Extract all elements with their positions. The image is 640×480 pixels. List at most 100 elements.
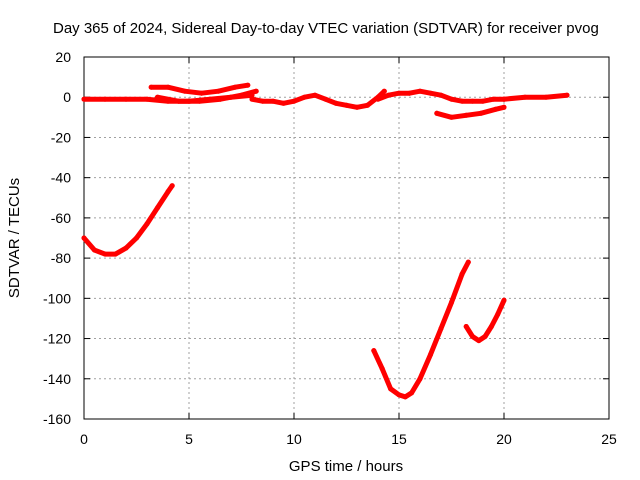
data-point — [407, 90, 412, 96]
data-point — [155, 94, 160, 100]
data-point — [165, 84, 171, 90]
data-point — [371, 348, 377, 354]
y-tick-label: -40 — [51, 170, 71, 186]
y-tick-label: 0 — [63, 89, 71, 105]
data-point — [417, 376, 423, 382]
data-point — [253, 88, 259, 94]
data-point — [449, 96, 454, 102]
data-point — [249, 96, 255, 102]
data-point — [501, 96, 507, 102]
data-point — [176, 98, 181, 104]
data-point — [543, 94, 549, 100]
data-point — [218, 96, 223, 102]
data-point — [148, 84, 154, 90]
data-point — [488, 324, 494, 329]
data-point — [402, 394, 408, 400]
data-point — [493, 106, 499, 112]
x-tick-label: 15 — [391, 431, 407, 447]
data-point — [396, 392, 402, 398]
data-point — [428, 90, 433, 96]
data-point — [199, 90, 205, 96]
series-line-arc-1 — [81, 183, 175, 257]
y-tick-label: -80 — [51, 250, 71, 266]
x-tick-label: 0 — [80, 431, 88, 447]
data-point — [386, 92, 391, 98]
data-point — [396, 90, 402, 96]
data-point — [438, 326, 444, 331]
data-point — [215, 88, 221, 94]
data-point — [476, 338, 482, 344]
data-point — [379, 366, 385, 372]
data-point — [463, 112, 469, 118]
data-point — [463, 324, 469, 329]
data-point — [182, 88, 188, 94]
axis-ticks: 0 5 10 15 20 25 20 0 -20 -40 -60 -80 -100 -120 -140 -16… — [43, 49, 617, 447]
y-tick-label: -60 — [51, 210, 71, 226]
data-point — [165, 189, 171, 195]
data-point — [428, 352, 433, 358]
data-point — [323, 96, 328, 102]
data-point — [501, 104, 507, 110]
data-point — [482, 334, 488, 339]
data-series — [81, 82, 570, 400]
data-point — [123, 96, 129, 102]
data-point — [491, 96, 496, 102]
data-point — [388, 386, 394, 392]
data-point — [281, 100, 286, 106]
data-point — [232, 84, 238, 90]
x-tick-label: 25 — [601, 431, 617, 447]
y-tick-label: -140 — [43, 371, 71, 387]
data-point — [102, 96, 108, 102]
grid-lines — [84, 57, 609, 419]
data-point — [354, 104, 360, 110]
data-point — [81, 96, 87, 102]
data-point — [438, 92, 444, 98]
series-line-arc-2 — [371, 259, 471, 400]
data-point — [470, 98, 475, 104]
data-point — [434, 110, 440, 116]
data-point — [480, 98, 486, 104]
data-point — [155, 205, 160, 211]
data-point — [134, 235, 139, 241]
data-point — [102, 251, 108, 257]
data-point — [459, 98, 465, 104]
y-tick-label: -100 — [43, 290, 71, 306]
plot-frame — [83, 56, 610, 420]
chart-title: Day 365 of 2024, Sidereal Day-to-day VTE… — [53, 20, 599, 37]
data-point — [312, 92, 318, 98]
y-tick-label: -160 — [43, 411, 71, 427]
data-point — [92, 247, 97, 253]
data-point — [144, 96, 150, 102]
x-axis-label: GPS time / hours — [289, 458, 403, 475]
data-point — [344, 102, 349, 108]
data-point — [409, 390, 415, 396]
data-point — [260, 98, 265, 104]
series-line-arc-9 — [501, 92, 570, 102]
data-point — [459, 271, 465, 277]
data-point — [144, 221, 150, 227]
data-point — [333, 100, 339, 106]
data-point — [501, 297, 507, 303]
data-point — [365, 102, 370, 108]
data-point — [495, 311, 501, 317]
x-tick-label: 20 — [496, 431, 512, 447]
data-point — [239, 92, 244, 98]
data-point — [113, 251, 118, 257]
data-point — [123, 245, 129, 251]
data-point — [245, 82, 251, 88]
y-tick-label: -120 — [43, 331, 71, 347]
data-point — [465, 259, 471, 265]
x-tick-label: 10 — [286, 431, 302, 447]
x-tick-label: 5 — [185, 431, 193, 447]
data-point — [470, 334, 475, 339]
data-point — [291, 98, 297, 104]
data-point — [564, 92, 570, 98]
data-point — [302, 94, 307, 100]
data-point — [197, 98, 202, 104]
data-point — [417, 88, 423, 94]
data-point — [449, 114, 454, 120]
data-point — [522, 94, 528, 100]
data-point — [270, 98, 276, 104]
data-point — [375, 96, 381, 102]
